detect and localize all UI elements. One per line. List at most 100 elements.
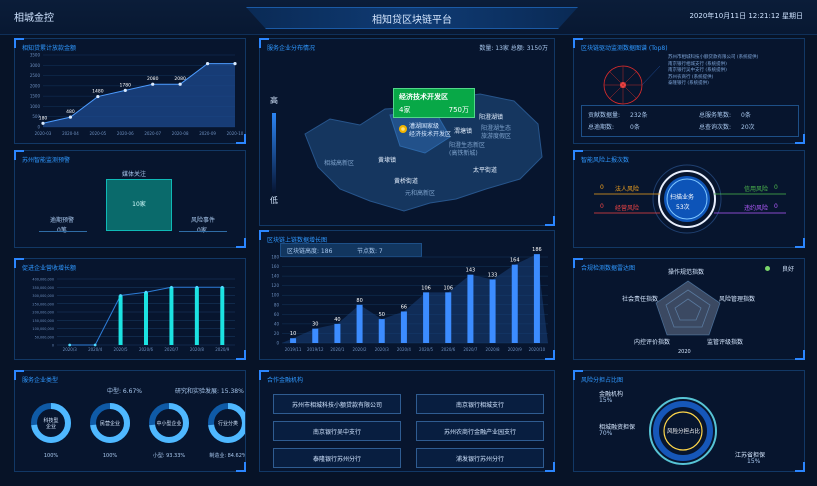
y-tick-label: 2500 [30, 73, 41, 78]
radar-axis: 监管评级指数 [707, 339, 744, 346]
ring-progress [90, 403, 130, 443]
compliance-radar [655, 280, 721, 336]
tooltip-count: 4家 [399, 106, 411, 114]
provider-item: 泰隆银行 (系统提供) [668, 81, 709, 86]
bank-item[interactable]: 南京银行吴中支行 [273, 421, 401, 441]
radar-axis: 内控评价指数 [634, 339, 671, 346]
y-tick-label: 2000 [30, 83, 41, 88]
data-point [96, 94, 100, 99]
panel-loan-total: 相知贷累计放款金额 0 500 1000 1500 2000 2500 3000 3500 18… [14, 38, 246, 144]
panel-revenue-growth: 促进企业营收增长额 0 50,000,000 100,000,000 150,000,… [14, 258, 246, 360]
x-tick-label: 2020/5 [114, 347, 129, 352]
stat-value: 0条 [630, 124, 640, 131]
data-point [151, 82, 155, 86]
x-tick-label: 2020/4 [88, 347, 103, 352]
area-label: 漕湖国家级 经济技术开发区 [409, 123, 452, 138]
y-tick-label: 0 [276, 341, 279, 346]
bar [445, 292, 452, 343]
data-label: 480 [66, 109, 75, 115]
bar-top [68, 343, 72, 347]
data-label: 180 [39, 115, 48, 121]
radar-axis: 社会责任指数 [622, 296, 659, 303]
white-ring [658, 170, 716, 228]
sharing-label: 金融机构 [599, 391, 624, 398]
panel-title: 合规检测数据雷达图 [581, 265, 636, 272]
bank-item[interactable]: 南京银行相城支行 [416, 394, 544, 414]
risk-label: 法人风险 [615, 186, 640, 193]
center-disc [664, 176, 710, 222]
ring-label: 科技型 [43, 417, 58, 424]
ring-label: 企业 [46, 423, 56, 430]
bar [378, 319, 385, 343]
district-map [304, 93, 543, 212]
risk-rings [594, 164, 786, 234]
bank-item[interactable]: 泰隆银行苏州分行 [273, 448, 401, 468]
data-point [123, 88, 127, 92]
bank-item[interactable]: 苏州市相城科技小额贷款有限公司 [273, 394, 401, 414]
data-label: 2080 [174, 76, 186, 82]
y-tick-label: 500 [32, 114, 40, 119]
nodes-label: 节点数: 7 [357, 248, 383, 255]
y-tick-label: 180 [271, 255, 279, 260]
platform-title: 相知贷区块链平台 [372, 15, 452, 26]
data-label: 10 [290, 331, 296, 337]
scan-label: 扫描业务 [670, 194, 695, 201]
x-tick-label: 2020/10 [529, 347, 546, 352]
risk-event-label: 风险事件 [191, 217, 216, 224]
area-label: 黄桥街道 [394, 178, 419, 185]
risk-sharing-rings [649, 397, 717, 465]
x-tick-label: 2020-06 [117, 131, 134, 136]
medium-type: 中型: 6.67% [107, 388, 142, 395]
panel-map: 服务企业分布情况 数量: 13家 总额: 3150万 高 低 经济技术开发区 4… [259, 38, 555, 226]
data-point [41, 121, 45, 125]
data-label: 164 [510, 258, 520, 264]
inner-ring [666, 178, 708, 220]
bar [144, 292, 148, 345]
x-tick-label: 2020/7 [164, 347, 179, 352]
x-tick-label: 2020/3 [375, 347, 390, 352]
data-label: 186 [532, 247, 542, 253]
x-tick-label: 2020/2 [353, 347, 368, 352]
provider-item: 苏州市相城科技小额贷款有限公司 (系统提供) [668, 55, 759, 60]
bank-item[interactable]: 浦发银行苏州分行 [416, 448, 544, 468]
data-point [205, 62, 210, 66]
risk-value: 0 [774, 203, 778, 210]
stat-label: 贡献数据量: [588, 112, 621, 119]
bank-item[interactable]: 苏州农商行金融产业园支行 [416, 421, 544, 441]
y-tick-label: 0 [37, 125, 40, 130]
x-tick-label: 2020/3 [63, 347, 78, 352]
y-tick-label: 100,000,000 [32, 327, 54, 331]
provider-item: 南京银行相城支行 (系统提供) [668, 61, 727, 67]
panel-risk-report: 智能风险上报次数 扫描业务 53次 0 法人风险 0 经营风险 信用风险 0 违… [573, 150, 805, 248]
bar-top [93, 343, 97, 347]
bar [194, 287, 199, 345]
ring-progress [31, 403, 71, 443]
y-tick-label: 350,000,000 [32, 286, 54, 290]
height-label: 区块链高度: 186 [287, 248, 333, 255]
y-tick-label: 250,000,000 [32, 302, 54, 306]
area-label: 阳澄湖生态 旅游度假区 [481, 125, 512, 140]
panel-title: 服务企业分布情况 [267, 45, 316, 52]
data-label: 30 [312, 322, 318, 328]
panel-blockchain-map: 区块链驱动监测数据图谱 (Top8) 苏州市相城科技小额贷款有限公司 (系统提供… [573, 38, 805, 144]
sharing-label: 相城融资担保 [599, 424, 636, 431]
rd-type: 研究和实验发展: 15.38% [175, 388, 244, 395]
panel-risk-warning: 苏州智能监测预警 10家 媒体关注 逾期预警 0笔 风险事件 0家 [14, 150, 246, 248]
blue-ring [653, 401, 713, 461]
x-tick-label: 2020/9 [215, 347, 230, 352]
scan-value: 53次 [676, 204, 690, 211]
sharing-value: 15% [747, 458, 761, 465]
good-label: 良好 [781, 266, 794, 273]
data-label: 106 [443, 285, 453, 291]
radar-fill [656, 281, 720, 335]
x-tick-label: 2019/12 [307, 347, 324, 352]
stat-label: 总查询次数: [699, 124, 732, 131]
ring-progress [208, 403, 245, 443]
stat-label: 总服务笔数: [699, 112, 732, 119]
x-tick-label: 2020/4 [397, 347, 412, 352]
y-tick-label: 1000 [30, 104, 41, 109]
highlight-center [401, 127, 405, 131]
y-tick-label: 150,000,000 [32, 319, 54, 323]
data-point [233, 62, 237, 66]
